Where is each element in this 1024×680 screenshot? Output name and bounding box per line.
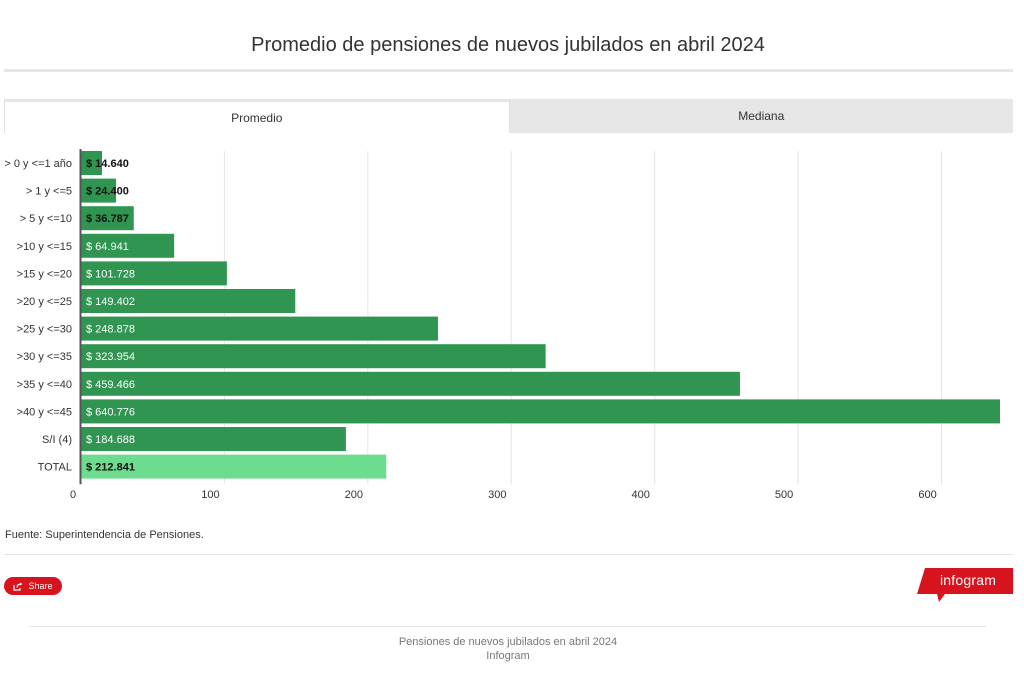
- x-tick-label: 100: [201, 489, 219, 501]
- share-button[interactable]: Share: [4, 577, 62, 595]
- bar: [81, 399, 1000, 424]
- data-label: $ 459.466: [86, 379, 135, 391]
- share-icon: [13, 582, 23, 591]
- category-label: >30 y <=35: [17, 351, 72, 363]
- source-note: Fuente: Superintendencia de Pensiones.: [5, 529, 204, 541]
- data-label: $ 24.400: [86, 186, 129, 198]
- data-label: $ 36.787: [86, 213, 129, 225]
- data-label: $ 14.640: [86, 158, 129, 170]
- category-label: >40 y <=45: [17, 406, 72, 418]
- page-divider: [29, 626, 986, 627]
- logo-text: infogram: [940, 572, 997, 588]
- bar: [81, 233, 175, 258]
- bar: [81, 289, 296, 313]
- data-label: $ 64.941: [86, 241, 129, 253]
- share-label: Share: [28, 581, 53, 591]
- category-label: > 5 y <=10: [20, 213, 72, 225]
- category-label: >25 y <=30: [17, 324, 72, 336]
- data-label: $ 248.878: [86, 324, 135, 336]
- tab-bar: Promedio Mediana: [4, 99, 1013, 133]
- bar: [81, 316, 438, 341]
- bar: [81, 178, 116, 203]
- bar-chart: > 0 y <=1 año $ 14.640 > 1 y <=5 $ 24.400 > …: [4, 149, 1000, 501]
- footer-title: Pensiones de nuevos jubilados en abril 2…: [398, 636, 618, 648]
- bar: [81, 261, 227, 286]
- x-tick-label: 0: [70, 489, 76, 501]
- category-label: >15 y <=20: [17, 268, 72, 280]
- category-label: >20 y <=25: [17, 296, 72, 308]
- footer-caption: Pensiones de nuevos jubilados en abril 2…: [0, 635, 1016, 663]
- x-tick-label: 600: [918, 489, 936, 501]
- chart-title: Promedio de pensiones de nuevos jubilado…: [251, 34, 765, 56]
- tab-mediana[interactable]: Mediana: [509, 99, 1013, 133]
- footer-divider: [4, 554, 1013, 555]
- data-label: $ 323.954: [86, 351, 135, 363]
- tab-promedio[interactable]: Promedio: [4, 99, 510, 133]
- x-tick-label: 500: [775, 489, 793, 501]
- category-label: > 0 y <=1 año: [4, 158, 72, 170]
- data-label: $ 640.776: [86, 406, 135, 418]
- footer-brand: Infogram: [486, 650, 530, 662]
- bar: [81, 371, 740, 396]
- bar: [81, 427, 346, 451]
- category-label: > 1 y <=5: [26, 186, 72, 198]
- data-label: $ 101.728: [86, 268, 135, 280]
- x-tick-label: 400: [631, 489, 649, 501]
- bar: [81, 454, 387, 479]
- data-label: $ 184.688: [86, 434, 135, 446]
- data-label: $ 149.402: [86, 296, 135, 308]
- infogram-logo[interactable]: [917, 568, 1013, 602]
- x-tick-label: 200: [345, 489, 363, 501]
- category-label: TOTAL: [38, 462, 72, 474]
- bar: [81, 206, 134, 231]
- x-tick-label: 300: [488, 489, 506, 501]
- data-label: $ 212.841: [86, 462, 135, 474]
- category-label: >35 y <=40: [17, 379, 72, 391]
- bar: [81, 344, 546, 369]
- bar: [81, 151, 102, 175]
- category-label: >10 y <=15: [17, 241, 72, 253]
- category-label: S/I (4): [42, 434, 72, 446]
- title-divider: [4, 69, 1013, 72]
